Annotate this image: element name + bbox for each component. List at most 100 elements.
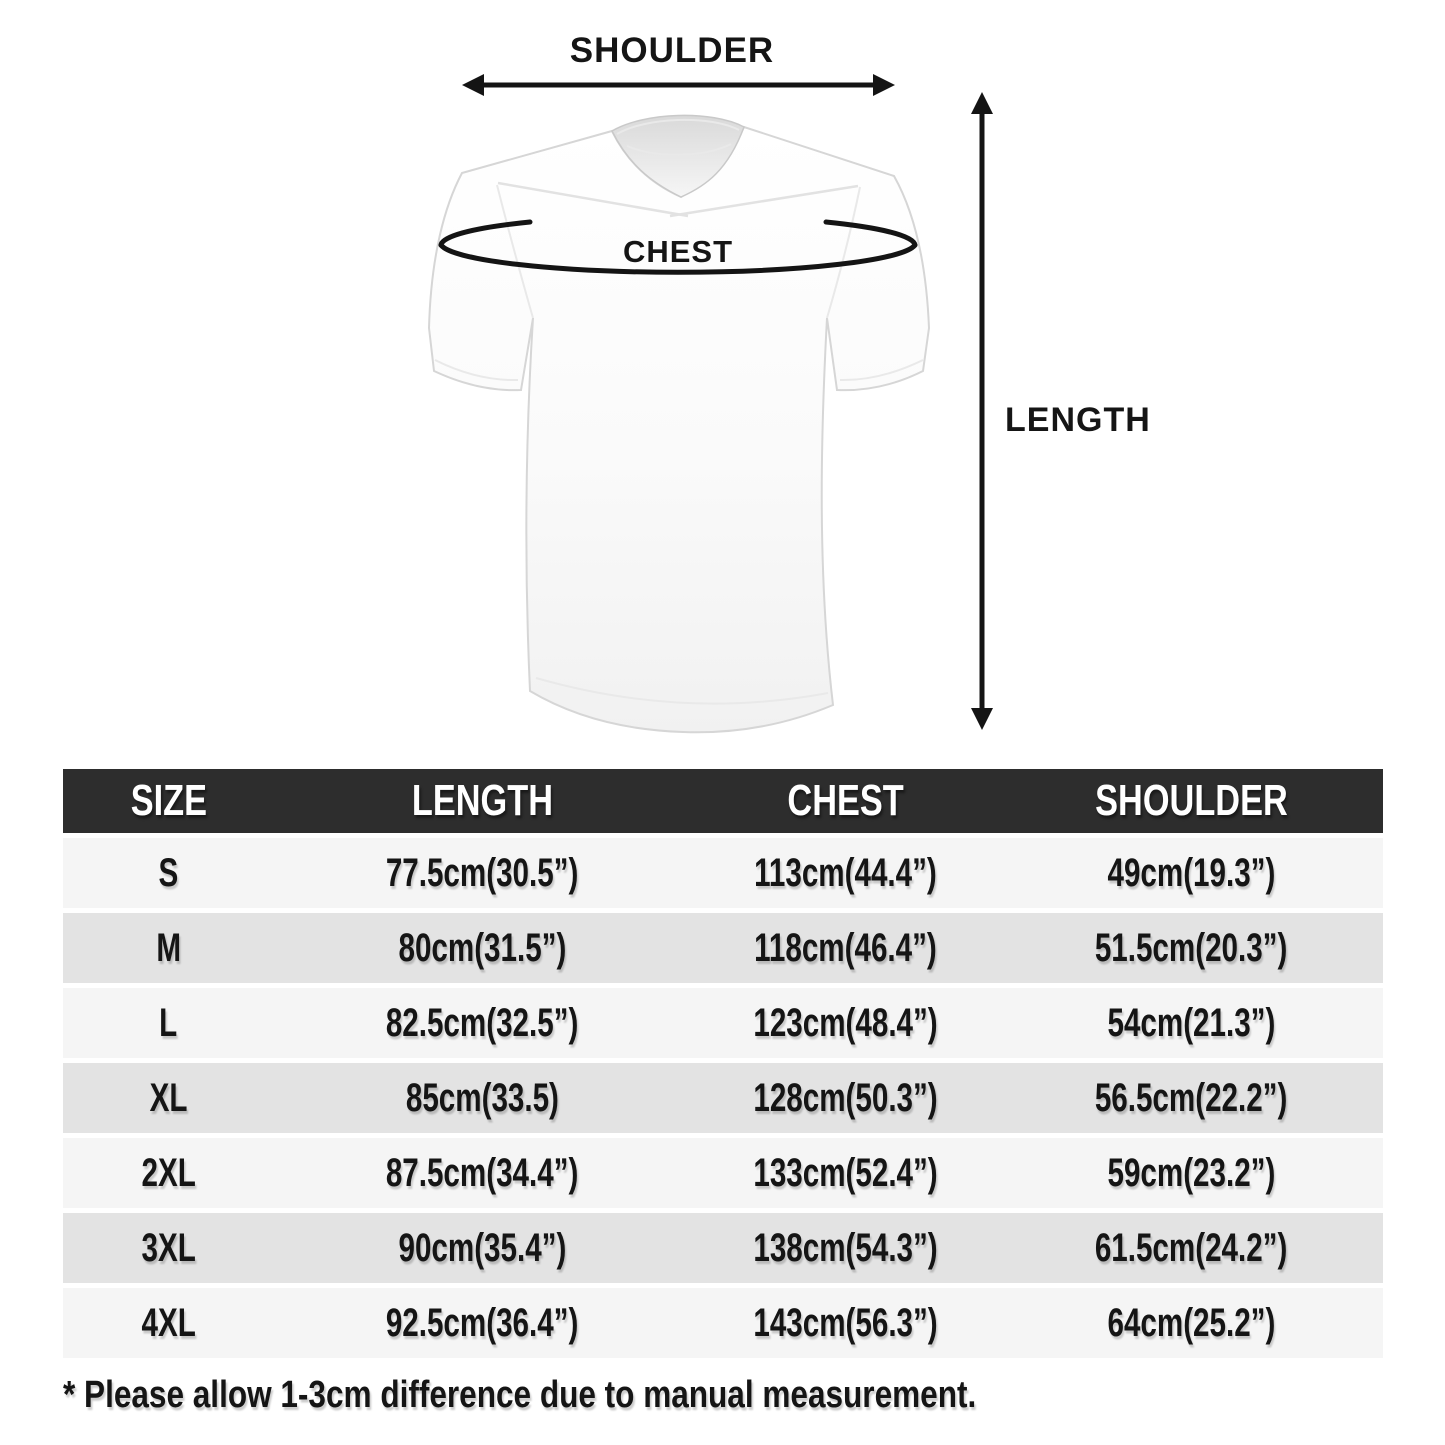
column-header-size-label: SIZE — [130, 776, 207, 825]
column-header-shoulder-label: SHOULDER — [1095, 776, 1288, 825]
chest-cell: 118cm(46.4”) — [690, 928, 1000, 968]
shoulder-cell: 49cm(19.3”) — [1000, 853, 1383, 893]
sleeve-seam-left — [496, 184, 534, 319]
yoke-seam-left — [497, 181, 689, 218]
collar-rim-seam — [616, 118, 740, 135]
size-cell: 4XL — [63, 1303, 274, 1343]
column-header-shoulder: SHOULDER — [1000, 779, 1383, 823]
chest-cell: 133cm(52.4”) — [690, 1153, 1000, 1193]
shoulder-value: 49cm(19.3”) — [1107, 851, 1276, 895]
table-row: 2XL 87.5cm(34.4”) 133cm(52.4”) 59cm(23.2… — [63, 1138, 1383, 1208]
arrowhead-left — [462, 74, 484, 96]
shoulder-value: 51.5cm(20.3”) — [1095, 926, 1288, 970]
length-arrow — [971, 92, 993, 730]
table-row: 3XL 90cm(35.4”) 138cm(54.3”) 61.5cm(24.2… — [63, 1213, 1383, 1283]
chest-value: 113cm(44.4”) — [753, 851, 937, 895]
size-value: S — [158, 851, 179, 895]
chest-cell: 128cm(50.3”) — [690, 1078, 1000, 1118]
length-cell: 92.5cm(36.4”) — [274, 1303, 690, 1343]
chest-value: 118cm(46.4”) — [753, 926, 937, 970]
shoulder-value: 64cm(25.2”) — [1107, 1301, 1276, 1345]
size-cell: M — [63, 928, 274, 968]
length-value: 90cm(35.4”) — [398, 1226, 567, 1270]
tshirt-body — [427, 125, 931, 734]
arrowhead-up — [971, 92, 993, 114]
chest-tape-left-hook — [438, 219, 533, 248]
size-cell: 3XL — [63, 1228, 274, 1268]
length-value: 92.5cm(36.4”) — [385, 1301, 579, 1345]
table-row: S 77.5cm(30.5”) 113cm(44.4”) 49cm(19.3”) — [63, 838, 1383, 908]
length-cell: 77.5cm(30.5”) — [274, 853, 690, 893]
bottom-hem-seam — [535, 677, 829, 705]
arrowhead-right — [873, 74, 895, 96]
chest-cell: 123cm(48.4”) — [690, 1003, 1000, 1043]
tshirt-illustration — [427, 114, 931, 734]
chest-cell: 138cm(54.3”) — [690, 1228, 1000, 1268]
table-row: XL 85cm(33.5) 128cm(50.3”) 56.5cm(22.2”) — [63, 1063, 1383, 1133]
footnote-text: * Please allow 1-3cm difference due to m… — [63, 1374, 977, 1416]
size-value: XL — [149, 1076, 188, 1120]
arrowhead-down — [971, 708, 993, 730]
size-value: 4XL — [141, 1301, 196, 1345]
size-cell: S — [63, 853, 274, 893]
size-value: M — [156, 926, 181, 970]
length-cell: 82.5cm(32.5”) — [274, 1003, 690, 1043]
chest-value: 143cm(56.3”) — [752, 1301, 938, 1345]
table-row: 4XL 92.5cm(36.4”) 143cm(56.3”) 64cm(25.2… — [63, 1288, 1383, 1358]
sleeve-seam-right — [826, 186, 861, 319]
size-table: SIZE LENGTH CHEST SHOULDER S 77.5cm(30.5… — [63, 769, 1383, 1363]
table-header-row: SIZE LENGTH CHEST SHOULDER — [63, 769, 1383, 833]
shoulder-value: 59cm(23.2”) — [1107, 1151, 1276, 1195]
length-label: LENGTH — [1005, 401, 1151, 439]
length-value: 87.5cm(34.4”) — [385, 1151, 579, 1195]
length-value: 82.5cm(32.5”) — [385, 1001, 579, 1045]
length-cell: 85cm(33.5) — [274, 1078, 690, 1118]
chest-label: CHEST — [623, 234, 733, 269]
length-cell: 90cm(35.4”) — [274, 1228, 690, 1268]
chest-value: 123cm(48.4”) — [752, 1001, 938, 1045]
length-value: 85cm(33.5) — [405, 1076, 559, 1120]
table-row: L 82.5cm(32.5”) 123cm(48.4”) 54cm(21.3”) — [63, 988, 1383, 1058]
size-value: 3XL — [141, 1226, 196, 1270]
tshirt-collar — [611, 114, 745, 198]
shoulder-value: 61.5cm(24.2”) — [1095, 1226, 1288, 1270]
shoulder-value: 54cm(21.3”) — [1107, 1001, 1276, 1045]
size-cell: 2XL — [63, 1153, 274, 1193]
measurement-diagram: SHOULDER CHEST LENGTH — [427, 31, 1151, 734]
size-value: L — [159, 1001, 178, 1045]
column-header-size: SIZE — [63, 779, 274, 823]
shoulder-cell: 56.5cm(22.2”) — [1000, 1078, 1383, 1118]
column-header-chest: CHEST — [690, 779, 1000, 823]
shoulder-arrow — [462, 74, 895, 96]
length-value: 77.5cm(30.5”) — [385, 851, 579, 895]
length-cell: 87.5cm(34.4”) — [274, 1153, 690, 1193]
length-cell: 80cm(31.5”) — [274, 928, 690, 968]
chest-tape-front-arc — [438, 242, 918, 275]
chest-value: 138cm(54.3”) — [752, 1226, 938, 1270]
table-row: M 80cm(31.5”) 118cm(46.4”) 51.5cm(20.3”) — [63, 913, 1383, 983]
shoulder-value: 56.5cm(22.2”) — [1095, 1076, 1288, 1120]
chest-cell: 113cm(44.4”) — [690, 853, 1000, 893]
shoulder-cell: 61.5cm(24.2”) — [1000, 1228, 1383, 1268]
column-header-length: LENGTH — [274, 779, 690, 823]
chest-cell: 143cm(56.3”) — [690, 1303, 1000, 1343]
shoulder-cell: 59cm(23.2”) — [1000, 1153, 1383, 1193]
chest-value: 133cm(52.4”) — [752, 1151, 938, 1195]
length-value: 80cm(31.5”) — [398, 926, 567, 970]
column-header-length-label: LENGTH — [411, 776, 553, 825]
size-cell: XL — [63, 1078, 274, 1118]
shoulder-cell: 64cm(25.2”) — [1000, 1303, 1383, 1343]
yoke-seam-right — [669, 184, 859, 218]
chest-ellipse — [438, 219, 918, 275]
footnote: * Please allow 1-3cm difference due to m… — [63, 1376, 1163, 1414]
chest-tape-right-hook — [823, 219, 918, 248]
shoulder-cell: 51.5cm(20.3”) — [1000, 928, 1383, 968]
chest-value: 128cm(50.3”) — [752, 1076, 938, 1120]
size-value: 2XL — [141, 1151, 196, 1195]
size-cell: L — [63, 1003, 274, 1043]
shoulder-label: SHOULDER — [570, 31, 774, 70]
collar-band-seam — [626, 143, 732, 156]
sleeve-hem-right — [839, 359, 924, 382]
column-header-chest-label: CHEST — [786, 776, 904, 825]
